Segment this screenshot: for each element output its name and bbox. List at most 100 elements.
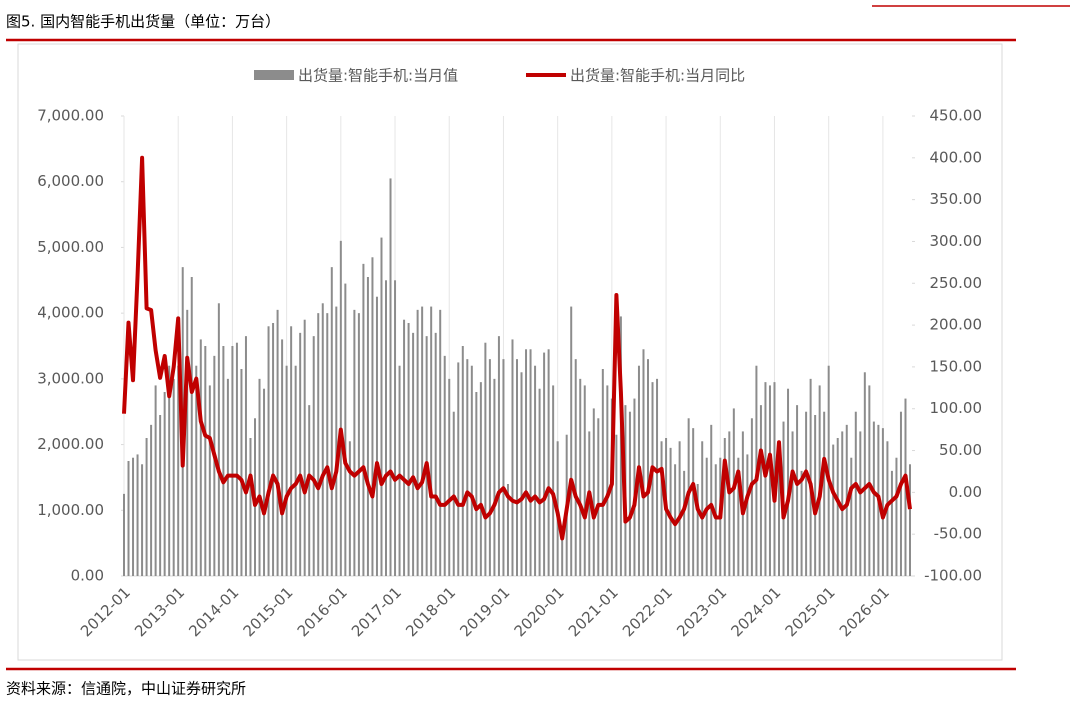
bar [570,306,573,576]
bar [660,441,663,576]
bar [601,369,604,576]
x-tick-label: 2025-01 [782,583,839,640]
bar [335,306,338,576]
x-tick-label: 2013-01 [131,583,188,640]
bar [452,411,455,576]
bar [299,332,302,576]
bar [778,464,780,576]
bar [204,346,207,576]
bar [470,365,473,576]
y2-tick-label: 400.00 [930,148,983,166]
x-tick-label: 2016-01 [294,583,351,640]
bar [872,421,875,576]
bar [597,418,600,576]
bar [529,349,532,576]
bar [647,359,649,576]
x-tick-label: 2021-01 [565,583,622,640]
bar [484,342,487,576]
bar [217,303,220,576]
bar [479,382,482,576]
bar [159,415,162,576]
bar [701,441,704,576]
x-tick-label: 2015-01 [240,583,297,640]
bar [371,257,374,576]
bar [362,263,365,576]
bar [800,470,803,576]
y2-tick-label: 200.00 [930,316,983,334]
bar [759,405,762,576]
bar [615,434,618,576]
bar [683,470,686,576]
y2-tick-label: 50.00 [939,441,982,459]
bar [583,385,586,576]
bar [574,359,577,576]
bar [823,411,826,576]
bar [899,411,902,576]
bar [525,349,528,576]
bar [466,359,469,576]
x-tick-label: 2022-01 [619,583,676,640]
bar [520,372,523,576]
bar [651,382,654,576]
bar [272,323,275,576]
bar [592,408,595,576]
x-tick-label: 2014-01 [185,583,242,640]
y-tick-label: 3,000.00 [37,369,104,387]
bar [547,349,550,576]
bar [705,457,708,576]
bar [863,372,866,576]
bar [714,464,717,576]
bar [199,339,202,576]
bar [895,457,898,576]
bar [642,349,645,576]
bar [787,388,790,576]
bar [511,339,514,576]
bar [850,457,853,576]
y2-tick-label: -50.00 [934,525,982,543]
bar [231,346,234,576]
bar [403,319,406,576]
bar [430,306,433,576]
bar [285,365,288,576]
y2-tick-label: 300.00 [930,232,983,250]
bar [398,365,401,576]
bar [502,359,505,576]
bar [222,346,225,576]
bar [136,454,139,576]
y2-tick-label: 450.00 [930,107,983,125]
bar [516,359,518,576]
bar [841,431,844,576]
bar [163,392,166,576]
bar [421,306,424,576]
bar [375,296,378,576]
bar [909,464,911,576]
bar [425,336,428,576]
y2-tick-label: 350.00 [930,190,983,208]
bar [213,355,216,576]
legend-swatch [254,70,294,80]
bar [669,447,672,576]
bar [814,415,817,576]
chart-frame [17,43,1003,661]
bar [890,470,893,576]
bar [389,178,392,576]
bar [796,405,799,576]
bar [710,424,713,576]
bar [308,405,311,576]
y-tick-label: 0.00 [71,567,104,585]
bar [696,484,699,576]
bar [177,365,180,576]
bar [416,309,419,576]
bar [854,411,857,576]
bar [448,378,451,576]
bar [132,457,135,576]
bar [836,438,839,576]
bar [330,267,333,576]
bar [439,309,442,576]
bar [249,438,252,576]
bar [317,313,320,576]
legend-label: 出货量:智能手机:当月值 [298,67,458,85]
y2-tick-label: 250.00 [930,274,983,292]
chart-title: 图5. 国内智能手机出货量（单位：万台） [6,13,280,31]
